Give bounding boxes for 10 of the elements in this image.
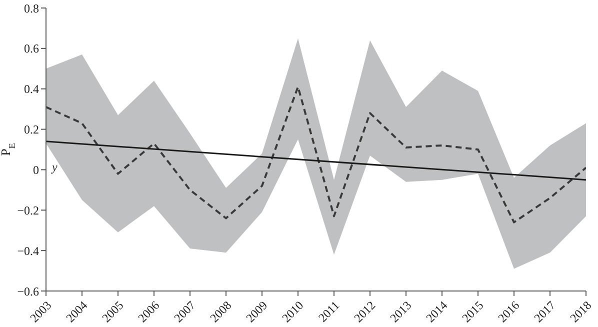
y-tick-label: −0.6 xyxy=(17,284,39,298)
line-series xyxy=(46,86,586,224)
y-tick-label: 0.4 xyxy=(24,82,39,96)
y-tick-label: 0.6 xyxy=(24,42,39,56)
y-tick-label: 0.2 xyxy=(24,122,39,137)
y-tick-label: 0 xyxy=(33,162,39,177)
y-tick-label: −0.4 xyxy=(17,244,39,258)
y-tick-label: 0.8 xyxy=(24,1,39,16)
annotation: y xyxy=(52,160,58,175)
y-tick-label: −0.2 xyxy=(17,203,39,218)
